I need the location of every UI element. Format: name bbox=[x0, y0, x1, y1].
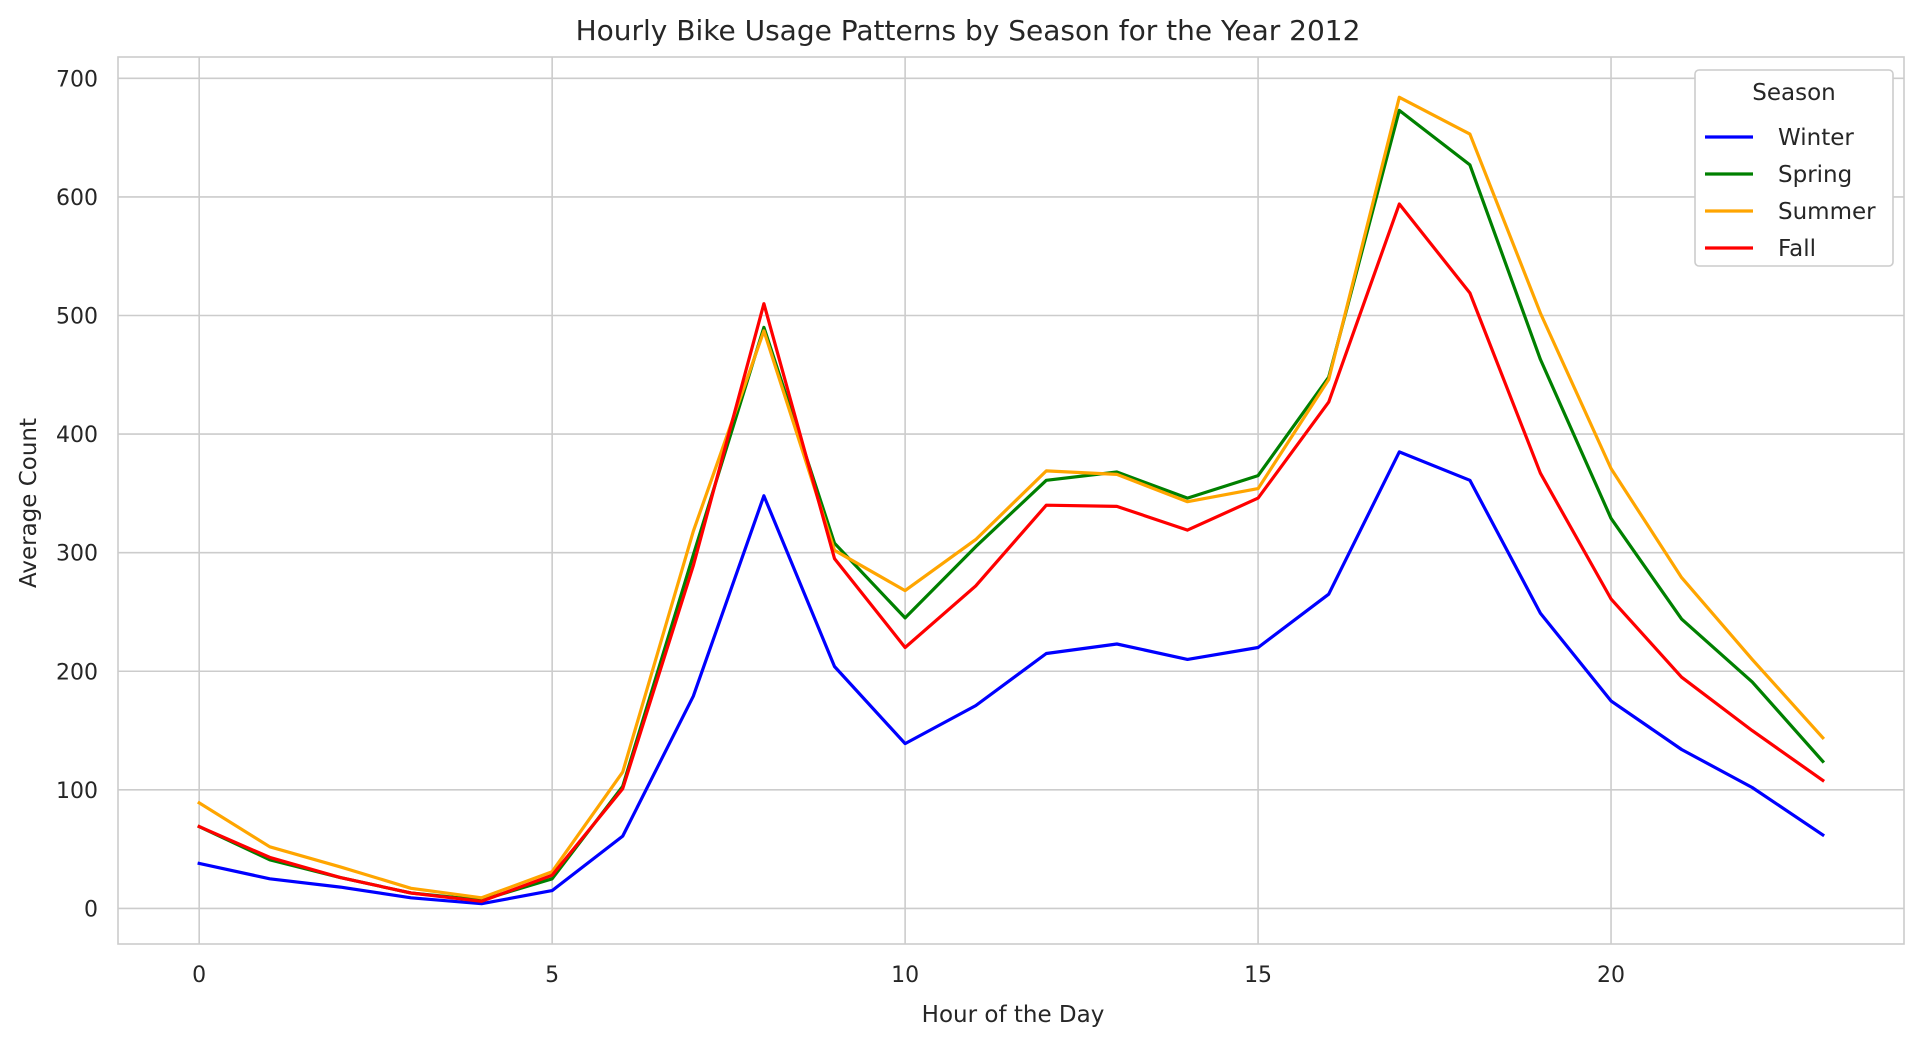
y-tick-label: 100 bbox=[56, 779, 98, 804]
grid-lines bbox=[118, 57, 1904, 944]
series-line-summer bbox=[196, 95, 1826, 900]
x-tick-label: 15 bbox=[1244, 963, 1272, 988]
legend-label-winter: Winter bbox=[1778, 125, 1854, 151]
legend-items: Winter Spring Summer Fall bbox=[1705, 125, 1876, 262]
y-tick-label: 300 bbox=[56, 542, 98, 567]
series-lines bbox=[196, 95, 1826, 906]
y-tick-label: 500 bbox=[56, 305, 98, 330]
y-tick-label: 200 bbox=[56, 660, 98, 685]
x-tick-label: 20 bbox=[1597, 963, 1625, 988]
chart-title: Hourly Bike Usage Patterns by Season for… bbox=[576, 14, 1361, 47]
y-tick-label: 600 bbox=[56, 186, 98, 211]
legend: Season Winter Spring Summer Fall bbox=[1694, 69, 1894, 267]
x-axis-label: Hour of the Day bbox=[922, 1002, 1105, 1028]
y-axis-label: Average Count bbox=[16, 418, 42, 588]
x-tick-label: 5 bbox=[545, 963, 559, 988]
legend-label-fall: Fall bbox=[1778, 236, 1816, 262]
plot-frame bbox=[117, 56, 1905, 945]
legend-label-summer: Summer bbox=[1778, 199, 1876, 225]
y-tick-label: 0 bbox=[84, 897, 98, 922]
legend-box bbox=[1694, 69, 1894, 267]
series-line-winter bbox=[197, 450, 1826, 906]
x-tick-label: 0 bbox=[192, 963, 206, 988]
series-line-fall bbox=[197, 202, 1826, 903]
x-tick-label: 10 bbox=[891, 963, 919, 988]
y-tick-label: 400 bbox=[56, 423, 98, 448]
y-tick-label: 700 bbox=[56, 67, 98, 92]
legend-title: Season bbox=[1752, 80, 1835, 106]
legend-label-spring: Spring bbox=[1778, 162, 1852, 188]
